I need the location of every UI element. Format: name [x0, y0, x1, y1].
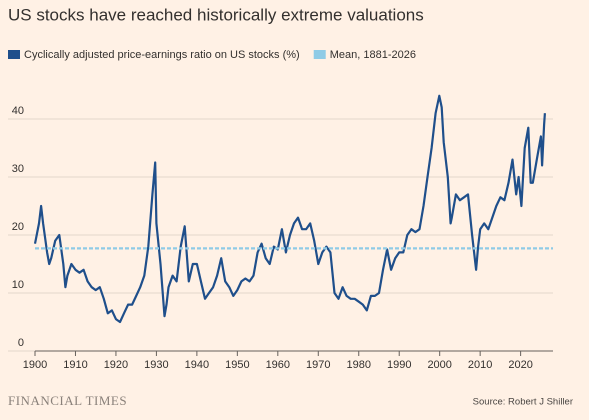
brand: FINANCIAL TIMES — [8, 393, 127, 408]
legend-swatch — [8, 50, 20, 59]
x-tick-label: 2000 — [427, 359, 451, 371]
legend-label: Mean, 1881-2026 — [330, 49, 416, 61]
source: Source: Robert J Shiller — [473, 397, 573, 408]
y-tick-label: 10 — [12, 279, 24, 291]
chart-title: US stocks have reached historically extr… — [8, 5, 424, 24]
x-tick-label: 1940 — [185, 359, 209, 371]
x-tick-label: 1930 — [144, 359, 168, 371]
x-tick-label: 1950 — [225, 359, 249, 371]
data-line — [33, 94, 546, 324]
x-tick-label: 1960 — [266, 359, 290, 371]
y-tick-label: 20 — [12, 221, 24, 233]
y-tick-label: 30 — [12, 163, 24, 175]
x-tick-label: 1920 — [104, 359, 128, 371]
x-tick-label: 1990 — [387, 359, 411, 371]
x-tick-label: 1980 — [347, 359, 371, 371]
legend-label: Cyclically adjusted price-earnings ratio… — [24, 49, 300, 61]
legend-swatch — [313, 50, 326, 59]
x-tick-label: 1970 — [306, 359, 330, 371]
y-tick-label: 0 — [18, 337, 24, 349]
x-tick-label: 1900 — [23, 359, 47, 371]
x-tick-label: 2010 — [468, 359, 492, 371]
x-tick-label: 1910 — [63, 359, 87, 371]
y-tick-label: 40 — [12, 105, 24, 117]
x-tick-label: 2020 — [508, 359, 532, 371]
